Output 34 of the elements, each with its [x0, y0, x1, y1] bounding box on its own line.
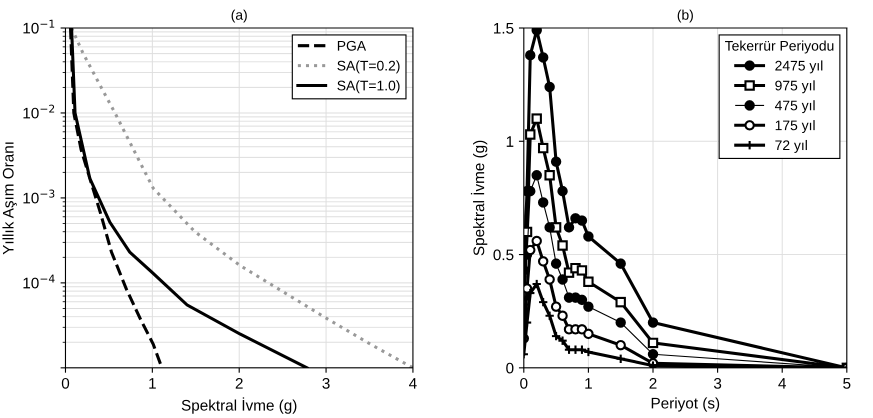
- x-tick-label: 4: [409, 378, 417, 389]
- legend-label: PGA: [338, 40, 366, 51]
- x-tick-label: 2: [650, 378, 656, 389]
- chart-title: (a): [232, 10, 247, 23]
- x-tick-label: 2: [236, 378, 243, 389]
- x-tick-label: 3: [714, 378, 722, 389]
- x-axis-title: Periyot (s): [652, 397, 720, 412]
- y-tick-label: 10$^{−1}$: [23, 20, 54, 34]
- y-axis-title: Spektral İvme (g): [470, 140, 488, 256]
- legend-label: SA(T=1.0): [337, 80, 400, 94]
- legend-label: SA(T=0.2): [337, 60, 400, 74]
- y-tick-label: 0: [506, 362, 514, 374]
- legend-label: 175 yıl: [776, 120, 815, 134]
- x-axis-title: Spektral İvme (g): [182, 397, 296, 414]
- y-tick-label: 1: [506, 136, 514, 147]
- x-tick-label: 0: [62, 378, 70, 389]
- x-tick-label: 3: [322, 378, 330, 389]
- legend-label: 475 yıl: [774, 100, 815, 114]
- legend-title: Tekerrür Periyodu: [725, 40, 834, 54]
- y-tick-label: 10$^{−4}$: [23, 274, 55, 288]
- legend-label: 975 yıl: [775, 80, 815, 94]
- y-tick-label: 0.5: [493, 249, 514, 260]
- y-axis-title: Yıllık Aşım Oranı: [2, 142, 17, 254]
- x-tick-label: 1: [585, 378, 592, 389]
- y-tick-label: 1.5: [494, 23, 514, 34]
- x-tick-label: 1: [149, 378, 156, 389]
- y-tick-label: 10$^{−3}$: [23, 190, 54, 204]
- legend-label: 72 yıl: [775, 140, 807, 153]
- y-tick-label: 10$^{−2}$: [23, 104, 54, 119]
- x-tick-label: 4: [778, 378, 786, 389]
- chart-title: (b): [678, 10, 693, 23]
- legend-label: 2475 yıl: [775, 60, 822, 74]
- x-tick-label: 0: [520, 378, 528, 389]
- x-tick-label: 5: [843, 378, 850, 389]
